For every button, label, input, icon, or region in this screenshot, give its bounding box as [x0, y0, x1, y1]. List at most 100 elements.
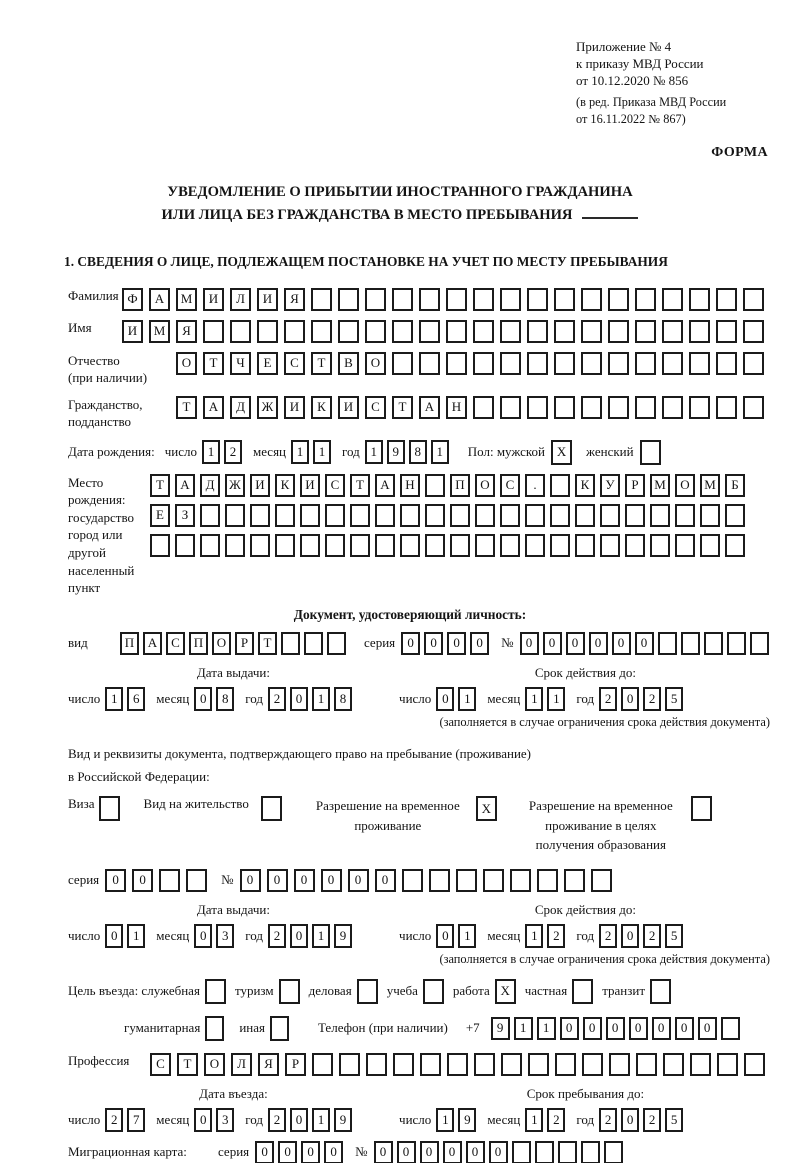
char-cell[interactable]: 1 [313, 440, 332, 465]
char-cell[interactable]: С [166, 631, 185, 655]
char-cell[interactable] [338, 319, 359, 343]
char-cell[interactable] [511, 1140, 531, 1163]
char-cell[interactable]: Л [230, 287, 251, 311]
char-cell[interactable]: 0 [105, 868, 127, 892]
char-cell[interactable] [473, 351, 494, 375]
char-cell[interactable] [474, 1052, 495, 1076]
char-cell[interactable]: 1 [525, 1107, 544, 1132]
char-cell[interactable]: Р [625, 473, 645, 497]
char-cell[interactable]: 1 [458, 686, 477, 711]
char-cell[interactable] [650, 503, 670, 527]
char-cell[interactable] [447, 1052, 468, 1076]
char-cell[interactable]: 3 [216, 923, 235, 948]
char-cell[interactable]: Ч [230, 351, 251, 375]
char-cell[interactable] [419, 351, 440, 375]
char-cell[interactable] [635, 351, 656, 375]
char-cell[interactable]: 5 [665, 686, 684, 711]
char-cell[interactable] [608, 287, 629, 311]
char-cell[interactable] [700, 533, 720, 557]
char-cell[interactable]: 1 [525, 923, 544, 948]
char-cell[interactable]: 0 [605, 1016, 625, 1040]
char-cell[interactable] [400, 533, 420, 557]
char-cell[interactable]: М [700, 473, 720, 497]
char-cell[interactable] [581, 287, 602, 311]
char-cell[interactable]: 2 [105, 1107, 124, 1132]
char-cell[interactable] [500, 319, 521, 343]
char-cell[interactable] [450, 533, 470, 557]
char-cell[interactable]: 1 [364, 440, 383, 465]
checkbox-cell[interactable] [269, 1015, 289, 1041]
char-cell[interactable] [150, 533, 170, 557]
char-cell[interactable]: 1 [201, 440, 220, 465]
char-cell[interactable]: Р [285, 1052, 306, 1076]
char-cell[interactable]: 0 [436, 686, 455, 711]
char-cell[interactable] [428, 868, 450, 892]
char-cell[interactable] [159, 868, 181, 892]
char-cell[interactable]: 0 [290, 923, 309, 948]
char-cell[interactable] [689, 395, 710, 419]
char-cell[interactable]: 0 [105, 923, 124, 948]
char-cell[interactable] [473, 319, 494, 343]
char-cell[interactable] [419, 319, 440, 343]
char-cell[interactable] [230, 319, 251, 343]
char-cell[interactable] [580, 1140, 600, 1163]
char-cell[interactable]: 0 [194, 923, 213, 948]
char-cell[interactable]: Я [258, 1052, 279, 1076]
char-cell[interactable] [609, 1052, 630, 1076]
checkbox-cell[interactable] [639, 439, 661, 465]
char-cell[interactable]: 1 [436, 1107, 455, 1132]
char-cell[interactable] [726, 631, 746, 655]
char-cell[interactable] [717, 1052, 738, 1076]
char-cell[interactable] [554, 319, 575, 343]
char-cell[interactable] [725, 503, 745, 527]
char-cell[interactable]: 0 [301, 1140, 321, 1163]
char-cell[interactable] [527, 319, 548, 343]
char-cell[interactable] [575, 503, 595, 527]
char-cell[interactable]: Т [350, 473, 370, 497]
char-cell[interactable] [200, 533, 220, 557]
char-cell[interactable]: 0 [373, 1140, 393, 1163]
char-cell[interactable] [338, 287, 359, 311]
char-cell[interactable]: И [257, 287, 278, 311]
char-cell[interactable]: Я [176, 319, 197, 343]
char-cell[interactable] [400, 503, 420, 527]
char-cell[interactable]: 0 [436, 923, 455, 948]
char-cell[interactable] [689, 287, 710, 311]
char-cell[interactable]: 9 [334, 923, 353, 948]
checkbox-cell[interactable] [572, 978, 594, 1004]
char-cell[interactable]: 2 [599, 923, 618, 948]
char-cell[interactable] [703, 631, 723, 655]
char-cell[interactable]: 0 [324, 1140, 344, 1163]
char-cell[interactable] [743, 319, 764, 343]
char-cell[interactable]: Д [200, 473, 220, 497]
char-cell[interactable] [392, 351, 413, 375]
char-cell[interactable] [662, 395, 683, 419]
char-cell[interactable] [550, 503, 570, 527]
char-cell[interactable]: 1 [312, 923, 331, 948]
char-cell[interactable] [743, 395, 764, 419]
char-cell[interactable] [500, 395, 521, 419]
char-cell[interactable]: 1 [458, 923, 477, 948]
char-cell[interactable] [603, 1140, 623, 1163]
char-cell[interactable] [393, 1052, 414, 1076]
char-cell[interactable] [300, 533, 320, 557]
char-cell[interactable] [200, 503, 220, 527]
char-cell[interactable] [350, 503, 370, 527]
char-cell[interactable]: А [143, 631, 162, 655]
char-cell[interactable]: Д [230, 395, 251, 419]
char-cell[interactable]: Я [284, 287, 305, 311]
char-cell[interactable] [500, 503, 520, 527]
char-cell[interactable]: А [375, 473, 395, 497]
checkbox-cell[interactable] [356, 978, 378, 1004]
char-cell[interactable] [527, 395, 548, 419]
char-cell[interactable]: С [150, 1052, 171, 1076]
char-cell[interactable]: 1 [312, 1107, 331, 1132]
char-cell[interactable]: 0 [293, 868, 315, 892]
char-cell[interactable] [636, 1052, 657, 1076]
char-cell[interactable] [662, 351, 683, 375]
char-cell[interactable]: О [212, 631, 231, 655]
char-cell[interactable] [675, 503, 695, 527]
char-cell[interactable]: 0 [621, 686, 640, 711]
char-cell[interactable]: 9 [386, 440, 405, 465]
char-cell[interactable] [725, 533, 745, 557]
